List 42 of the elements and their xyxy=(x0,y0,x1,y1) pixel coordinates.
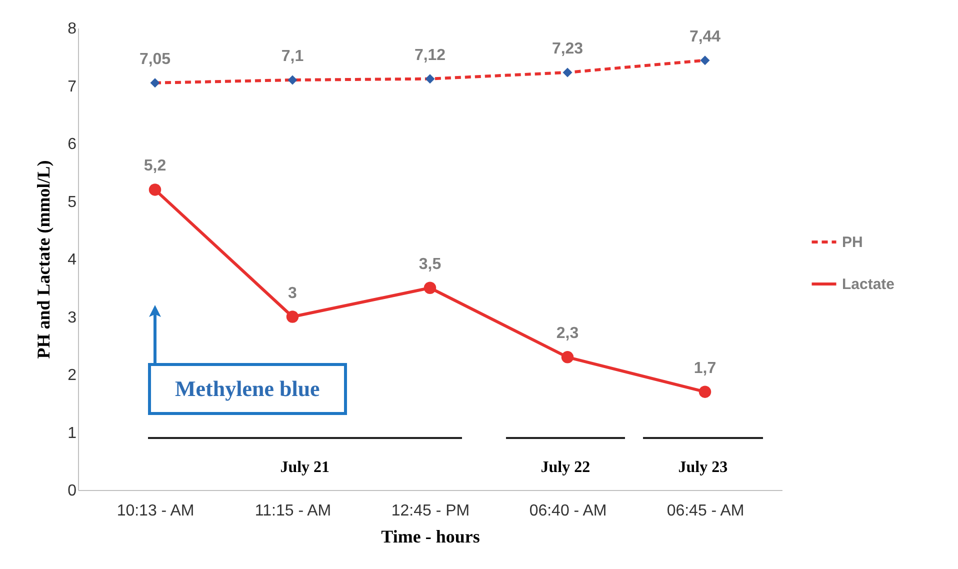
data-label: 7,05 xyxy=(139,50,171,68)
point xyxy=(698,386,712,398)
data-label: 7,23 xyxy=(552,40,584,58)
y-tick-label: 2 xyxy=(68,367,77,384)
point xyxy=(150,78,160,88)
data-label: 3 xyxy=(288,284,298,302)
legend-label: Lactate xyxy=(842,276,895,293)
y-tick-label: 4 xyxy=(68,252,77,268)
y-tick-label: 1 xyxy=(68,424,77,442)
x-tick-label: 06:40 - AM xyxy=(529,502,607,520)
data-label: 5,2 xyxy=(144,158,166,175)
data-label: 7,12 xyxy=(414,46,446,64)
y-tick-label: 6 xyxy=(68,136,77,153)
y-axis-title: PH and Lactate (mmol/L) xyxy=(34,160,54,359)
data-label: 7,44 xyxy=(689,28,721,46)
y-tick-label: 0 xyxy=(68,482,77,500)
data-label: 7,1 xyxy=(281,48,304,65)
y-tick-label: 5 xyxy=(68,194,77,211)
data-label: 1,7 xyxy=(694,360,716,377)
text-box: Methylene blue xyxy=(148,363,347,415)
x-axis-title: Time - hours xyxy=(381,526,480,546)
data-label: 3,5 xyxy=(418,256,442,273)
point xyxy=(561,351,574,364)
y-tick-label: 8 xyxy=(68,20,77,38)
y-tick-label: 7 xyxy=(68,78,77,96)
point xyxy=(700,56,710,66)
point xyxy=(562,68,572,78)
legend-label: PH xyxy=(842,234,863,251)
point xyxy=(286,310,299,323)
x-tick-label: 06:45 - AM xyxy=(666,502,744,520)
annotation: July 23 xyxy=(678,459,728,477)
point xyxy=(424,282,436,294)
point xyxy=(288,75,298,85)
annotation: July 22 xyxy=(540,459,590,477)
x-tick-label: 11:15 - AM xyxy=(254,502,332,520)
x-tick-label: 12:45 - PM xyxy=(391,502,470,520)
point xyxy=(425,74,435,84)
point xyxy=(148,184,162,196)
data-label: 2,3 xyxy=(556,325,579,342)
y-tick-label: 3 xyxy=(68,309,77,326)
annotation: July 21 xyxy=(280,459,330,477)
x-tick-label: 10:13 - AM xyxy=(116,502,194,520)
